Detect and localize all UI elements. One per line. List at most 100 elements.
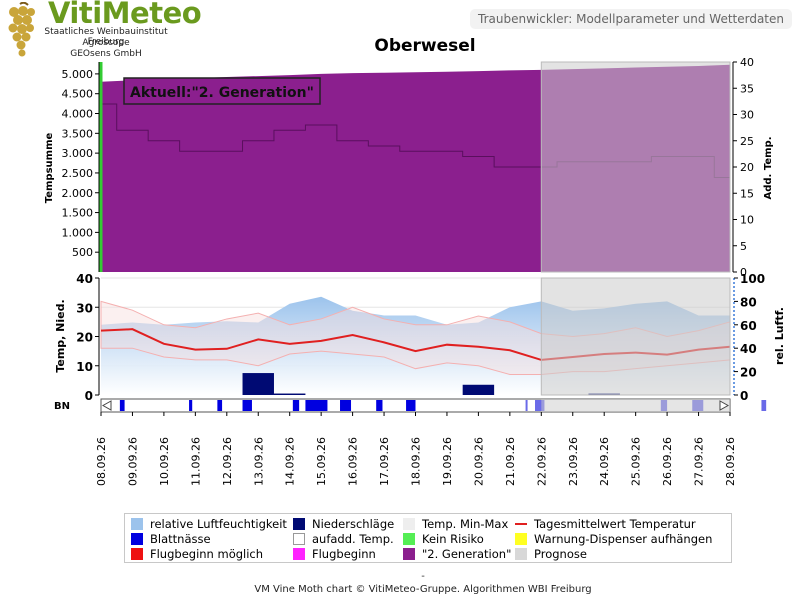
blattnaesse-bar	[406, 400, 416, 411]
legend-swatch-line	[515, 523, 527, 525]
legend-swatch	[131, 548, 143, 560]
legend-item: aufadd. Temp.	[293, 532, 394, 546]
legend-item: "2. Generation"	[403, 547, 511, 561]
prognosis-region	[541, 399, 730, 412]
legend-item: Tagesmittelwert Temperatur	[515, 517, 696, 531]
y-tick-label: 1.000	[62, 226, 94, 239]
x-tick-label: 23.09.26	[567, 437, 580, 486]
prognosis-region	[540, 277, 731, 396]
x-tick-label: 18.09.26	[410, 437, 423, 486]
y-tick-label: 2.000	[62, 187, 94, 200]
y-tick-label: 2.500	[62, 167, 94, 180]
precip-bar	[273, 393, 306, 395]
legend-swatch	[515, 548, 527, 560]
page-header-title: Traubenwickler: Modellparameter und Wett…	[470, 9, 792, 29]
legend-label: Flugbeginn	[312, 547, 376, 561]
legend-label: Blattnässe	[150, 532, 211, 546]
legend-item: Flugbeginn	[293, 547, 376, 561]
annotation-box	[123, 77, 321, 105]
x-tick-label: 08.09.26	[95, 437, 108, 486]
x-tick-label: 25.09.26	[630, 437, 643, 486]
blattnaesse-bar	[305, 400, 328, 411]
legend-swatch	[293, 533, 305, 545]
logo	[6, 1, 36, 58]
x-tick-label: 11.09.26	[189, 437, 202, 486]
x-tick-label: 19.09.26	[441, 437, 454, 486]
legend-swatch	[131, 533, 143, 545]
x-tick-label: 15.09.26	[315, 437, 328, 486]
y-tick-label: 3.000	[62, 147, 94, 160]
x-tick-label: 21.09.26	[504, 437, 517, 486]
x-tick-label: 20.09.26	[472, 437, 485, 486]
legend-item: Niederschläge	[293, 517, 394, 531]
y-axis-label: Temp, Nied.	[54, 299, 67, 372]
y-tick-label: 4.000	[62, 108, 94, 121]
blattnaesse-bar	[217, 400, 223, 411]
grape-icon	[8, 1, 35, 57]
legend-label: Tagesmittelwert Temperatur	[534, 517, 696, 531]
legend-item: Flugbeginn möglich	[131, 547, 263, 561]
y-axis-label: Tempsumme	[44, 133, 55, 204]
x-tick-label: 28.09.26	[724, 437, 737, 486]
blattnaesse-bar	[292, 400, 300, 411]
y-right-tick-label: 40	[740, 342, 757, 356]
prognosis-region	[540, 61, 731, 273]
legend-label: Kein Risiko	[422, 532, 484, 546]
legend-label: Flugbeginn möglich	[150, 547, 264, 561]
legend-label: aufadd. Temp.	[312, 532, 394, 546]
scroll-right-icon[interactable]	[719, 400, 730, 411]
legend-item: Blattnässe	[131, 532, 211, 546]
blattnaesse-bar	[761, 400, 767, 411]
brand-name: VitiMeteo	[48, 0, 202, 30]
x-tick-label: 26.09.26	[661, 437, 674, 486]
legend-swatch	[403, 533, 415, 545]
scroll-left-icon[interactable]	[101, 400, 112, 411]
precip-bar	[462, 384, 495, 395]
legend-label: Niederschläge	[312, 517, 395, 531]
legend-item: relative Luftfeuchtigkeit	[131, 517, 287, 531]
y-right-tick-label: 100	[740, 272, 765, 286]
y-tick-label: 5.000	[62, 68, 94, 81]
legend-item: Prognose	[515, 547, 587, 561]
x-tick-label: 09.09.26	[126, 437, 139, 486]
y-tick-label: 0	[85, 389, 93, 403]
y-right-tick-label: 60	[740, 319, 757, 333]
x-tick-label: 27.09.26	[693, 437, 706, 486]
y-tick-label: 40	[76, 272, 93, 286]
x-tick-label: 12.09.26	[221, 437, 234, 486]
blattnaesse-bar	[340, 400, 352, 411]
blattnaesse-bar	[525, 400, 528, 411]
legend-item: Warnung-Dispenser aufhängen	[515, 532, 712, 546]
legend-swatch	[131, 518, 143, 530]
x-tick-label: 16.09.26	[347, 437, 360, 486]
legend-swatch	[403, 548, 415, 560]
brand-line: GEOsens GmbH	[70, 49, 142, 59]
y-right-tick-label: 5	[740, 240, 747, 253]
annotation-label: Aktuell:"2. Generation"	[130, 85, 314, 101]
y-right-tick-label: 20	[740, 161, 754, 174]
legend-item: Kein Risiko	[403, 532, 484, 546]
footer-credit: VM Vine Moth chart © VitiMeteo-Gruppe. A…	[254, 584, 592, 595]
blattnaesse-bar	[535, 400, 545, 411]
y-tick-label: 10	[76, 360, 93, 374]
y-tick-label: 500	[72, 246, 93, 259]
blattnaesse-bar	[119, 400, 125, 411]
footer-dash: -	[421, 571, 425, 582]
y-right-tick-label: 40	[740, 56, 754, 69]
x-tick-label: 17.09.26	[378, 437, 391, 486]
y-tick-label: 20	[76, 331, 93, 345]
y-right-axis-label: rel. Luftf.	[773, 307, 786, 365]
chart-title: Oberwesel	[374, 36, 476, 56]
precip-bar	[242, 373, 274, 395]
y-tick-label: 3.500	[62, 127, 94, 140]
x-tick-label: 13.09.26	[252, 437, 265, 486]
y-right-tick-label: 80	[740, 295, 757, 309]
blattnaesse-bar	[242, 400, 252, 411]
y-tick-label: 1.500	[62, 207, 94, 220]
legend-item: Temp. Min-Max	[403, 517, 508, 531]
y-tick-label: 4.500	[62, 88, 94, 101]
legend-label: "2. Generation"	[422, 547, 512, 561]
bn-label: BN	[54, 401, 70, 412]
y-tick-label: 30	[76, 301, 93, 315]
